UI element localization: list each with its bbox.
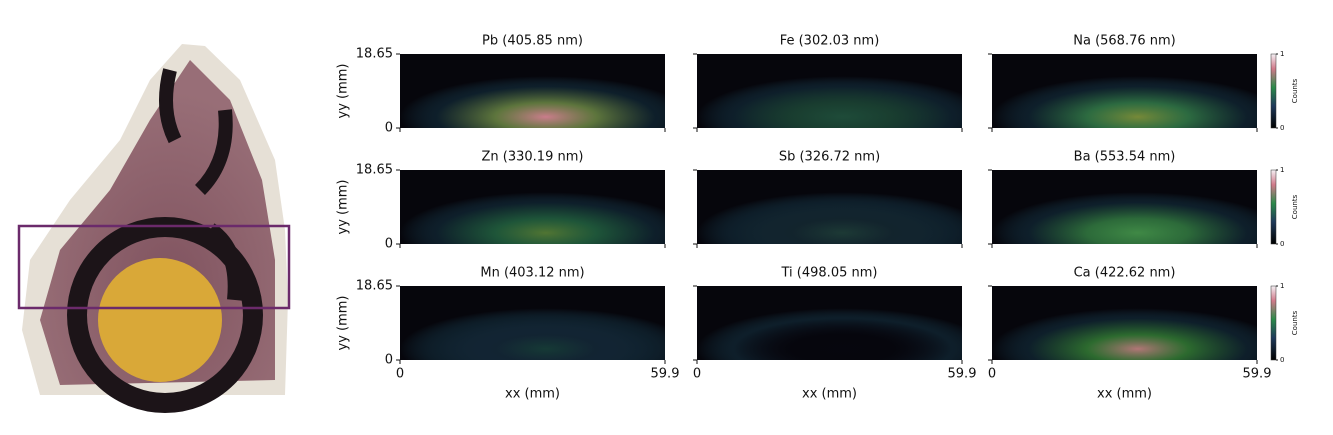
colorbar-tick-label: 1 (1280, 282, 1284, 290)
heatmap (400, 286, 665, 360)
y-axis-label: yy (mm) (336, 296, 351, 351)
heatmap (697, 286, 962, 360)
y-tick-label: 0 (385, 353, 393, 368)
y-tick-label: 18.65 (356, 163, 393, 178)
heatmap (992, 170, 1257, 244)
y-tick-label: 0 (385, 237, 393, 252)
panel-title: Zn (330.19 nm) (482, 150, 584, 165)
x-axis-label: xx (mm) (505, 387, 560, 402)
x-tick-label: 59.9 (1243, 367, 1272, 382)
panel-title: Pb (405.85 nm) (482, 34, 583, 49)
panel-title: Ca (422.62 nm) (1074, 266, 1176, 281)
panel-title: Ba (553.54 nm) (1074, 150, 1176, 165)
x-tick-label: 0 (396, 367, 404, 382)
y-tick-label: 18.65 (356, 279, 393, 294)
colorbar-tick-label: 0 (1280, 356, 1284, 364)
colorbar (1270, 53, 1277, 129)
colorbar (1270, 285, 1277, 361)
colorbar-label: Counts (1291, 194, 1299, 219)
x-tick-label: 59.9 (948, 367, 977, 382)
x-axis-label: xx (mm) (802, 387, 857, 402)
colorbar-label: Counts (1291, 310, 1299, 335)
panel-title: Ti (498.05 nm) (781, 266, 878, 281)
x-tick-label: 59.9 (651, 367, 680, 382)
panel-title: Mn (403.12 nm) (480, 266, 584, 281)
sample-photo (17, 44, 291, 413)
colorbar-tick-label: 1 (1280, 50, 1284, 58)
heatmap (992, 54, 1257, 128)
x-tick-label: 0 (693, 367, 701, 382)
colorbar-tick-label: 0 (1280, 240, 1284, 248)
y-tick-label: 0 (385, 121, 393, 136)
y-axis-label: yy (mm) (336, 180, 351, 235)
heatmap (697, 54, 962, 128)
colorbar-label: Counts (1291, 78, 1299, 103)
panel-title: Fe (302.03 nm) (780, 34, 880, 49)
heatmap (400, 170, 665, 244)
panel-title: Na (568.76 nm) (1073, 34, 1176, 49)
colorbar-tick-label: 0 (1280, 124, 1284, 132)
panel-title: Sb (326.72 nm) (779, 150, 880, 165)
y-tick-label: 18.65 (356, 47, 393, 62)
x-tick-label: 0 (988, 367, 996, 382)
heatmap (697, 170, 962, 244)
colorbar-tick-label: 1 (1280, 166, 1284, 174)
heatmap (992, 286, 1257, 360)
y-axis-label: yy (mm) (336, 64, 351, 119)
x-axis-label: xx (mm) (1097, 387, 1152, 402)
heatmap (400, 54, 665, 128)
colorbar (1270, 169, 1277, 245)
